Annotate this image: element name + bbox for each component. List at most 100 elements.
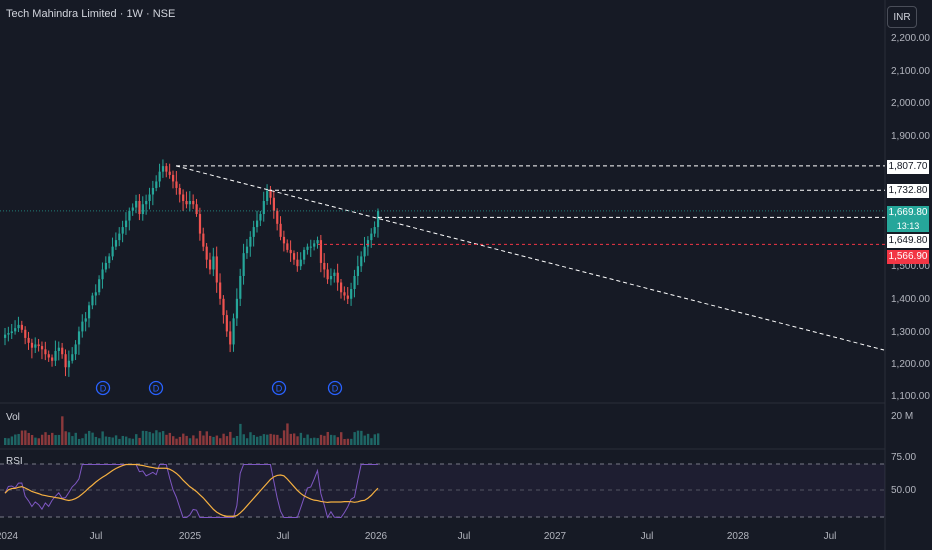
volume-bar bbox=[24, 430, 27, 445]
volume-bar bbox=[54, 435, 57, 445]
volume-bar bbox=[286, 423, 289, 445]
candle-body bbox=[296, 259, 299, 267]
volume-bar bbox=[34, 437, 37, 445]
volume-bar bbox=[57, 434, 61, 445]
candle-body bbox=[34, 344, 37, 348]
candle-body bbox=[366, 240, 370, 247]
candle-body bbox=[138, 201, 141, 215]
volume-bar bbox=[84, 433, 88, 445]
candle-body bbox=[212, 256, 215, 270]
candle-body bbox=[262, 201, 265, 215]
candle-body bbox=[37, 344, 40, 347]
candle-body bbox=[54, 350, 57, 361]
candle-body bbox=[202, 233, 205, 247]
candle-body bbox=[272, 197, 275, 211]
candle-body bbox=[77, 331, 81, 345]
candle-body bbox=[74, 344, 77, 355]
candle-body bbox=[67, 360, 71, 368]
rsi-pane-label: RSI bbox=[6, 456, 23, 467]
candle-body bbox=[326, 269, 329, 280]
volume-bar bbox=[118, 438, 121, 445]
candle-body bbox=[30, 342, 34, 348]
candle-body bbox=[17, 324, 20, 329]
time-tick: Jul bbox=[276, 531, 290, 542]
candle-body bbox=[124, 220, 128, 228]
candle-body bbox=[205, 246, 208, 260]
candle-body bbox=[259, 214, 262, 221]
candle-body bbox=[141, 204, 144, 215]
price-tick: 1,200.00 bbox=[891, 359, 930, 370]
volume-bar bbox=[51, 432, 54, 445]
volume-bar bbox=[212, 436, 215, 445]
candle-body bbox=[242, 253, 245, 276]
candle-body bbox=[225, 315, 228, 332]
candle-body bbox=[235, 298, 239, 319]
price-tick: 1,900.00 bbox=[891, 131, 930, 142]
volume-bar bbox=[292, 433, 296, 445]
volume-bar bbox=[326, 431, 329, 445]
volume-bar bbox=[175, 438, 178, 445]
dividend-marker-label: D bbox=[276, 384, 283, 394]
volume-bar bbox=[239, 423, 242, 445]
volume-bar bbox=[94, 436, 98, 445]
volume-bar bbox=[111, 437, 114, 445]
price-tick: 1,400.00 bbox=[891, 294, 930, 305]
candle-body bbox=[44, 349, 47, 355]
candle-body bbox=[198, 214, 202, 234]
volume-bar bbox=[242, 434, 245, 445]
dividend-marker bbox=[148, 380, 164, 396]
volume-bar bbox=[333, 435, 336, 445]
volume-bar bbox=[276, 434, 279, 445]
volume-bar bbox=[279, 438, 282, 445]
volume-bar bbox=[148, 431, 151, 445]
candle-body bbox=[353, 275, 356, 290]
volume-bar bbox=[10, 436, 14, 445]
volume-bar bbox=[185, 435, 188, 445]
volume-bar bbox=[208, 435, 212, 445]
volume-bar bbox=[282, 430, 286, 445]
candle-body bbox=[172, 174, 175, 182]
volume-bar bbox=[373, 434, 376, 445]
volume-bar bbox=[20, 430, 24, 445]
volume-bar bbox=[319, 434, 323, 445]
time-tick: 2028 bbox=[726, 531, 750, 542]
volume-bar bbox=[178, 436, 182, 445]
volume-scale-label: 20 M bbox=[891, 411, 914, 422]
volume-bar bbox=[77, 438, 81, 445]
time-tick: Jul bbox=[89, 531, 103, 542]
candle-body bbox=[303, 249, 306, 260]
candle-body bbox=[165, 166, 168, 172]
candle-body bbox=[286, 243, 289, 250]
candle-body bbox=[350, 289, 353, 299]
volume-bar bbox=[27, 432, 30, 445]
candle-body bbox=[10, 331, 13, 334]
volume-bar bbox=[91, 432, 94, 445]
candle-body bbox=[316, 240, 319, 244]
candle-body bbox=[27, 337, 30, 343]
rsi-level-75: 75.00 bbox=[891, 452, 917, 463]
candle-body bbox=[292, 253, 296, 260]
candle-body bbox=[94, 292, 97, 296]
candle-body bbox=[215, 256, 218, 283]
volume-bar bbox=[259, 435, 262, 445]
volume-bar bbox=[14, 434, 17, 445]
candle-body bbox=[108, 256, 111, 263]
support-price-tag: 1,566.90 bbox=[887, 250, 929, 264]
candle-body bbox=[61, 347, 64, 355]
candle-body bbox=[333, 272, 336, 276]
currency-button[interactable]: INR bbox=[887, 6, 917, 28]
volume-bar bbox=[88, 430, 91, 445]
price-tick: 2,000.00 bbox=[891, 98, 930, 109]
volume-bar bbox=[61, 416, 64, 445]
candle-body bbox=[98, 279, 101, 293]
volume-bar bbox=[121, 435, 124, 445]
candle-body bbox=[282, 236, 286, 244]
candle-body bbox=[131, 207, 134, 211]
volume-bar bbox=[215, 435, 219, 445]
candle-body bbox=[7, 333, 10, 335]
price-tag-1807: 1,807.70 bbox=[887, 160, 929, 174]
time-tick: 2025 bbox=[178, 531, 202, 542]
price-tick: 2,200.00 bbox=[891, 33, 930, 44]
volume-pane-label: Vol bbox=[6, 412, 20, 423]
